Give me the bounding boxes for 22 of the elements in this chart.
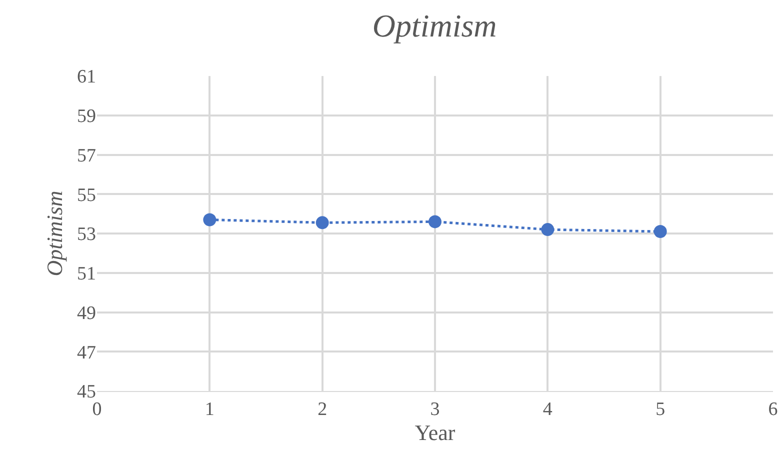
y-tick-label: 53 [77,224,96,246]
x-tick-label: 3 [430,398,440,420]
point [203,213,216,226]
y-tick-label: 49 [77,302,96,324]
x-tick-label: 2 [318,398,328,420]
point [316,216,329,230]
point [541,223,554,236]
y-tick-label: 57 [77,145,96,166]
x-tick-label: 1 [204,398,214,420]
x-tick-label: 4 [542,398,553,420]
y-tick-label: 59 [77,106,96,128]
y-tick-label: 51 [77,264,96,285]
x-axis-title: Year [414,420,456,445]
x-tick-label: 5 [656,398,666,420]
x-tick-label: 6 [768,398,778,420]
y-tick-label: 47 [77,342,96,364]
y-tick-label: 55 [77,184,96,206]
point [654,225,667,238]
y-axis-title: Optimism [42,190,67,276]
y-tick-label: 61 [77,66,96,88]
point [428,215,442,228]
chart-title: Optimism [372,7,497,44]
